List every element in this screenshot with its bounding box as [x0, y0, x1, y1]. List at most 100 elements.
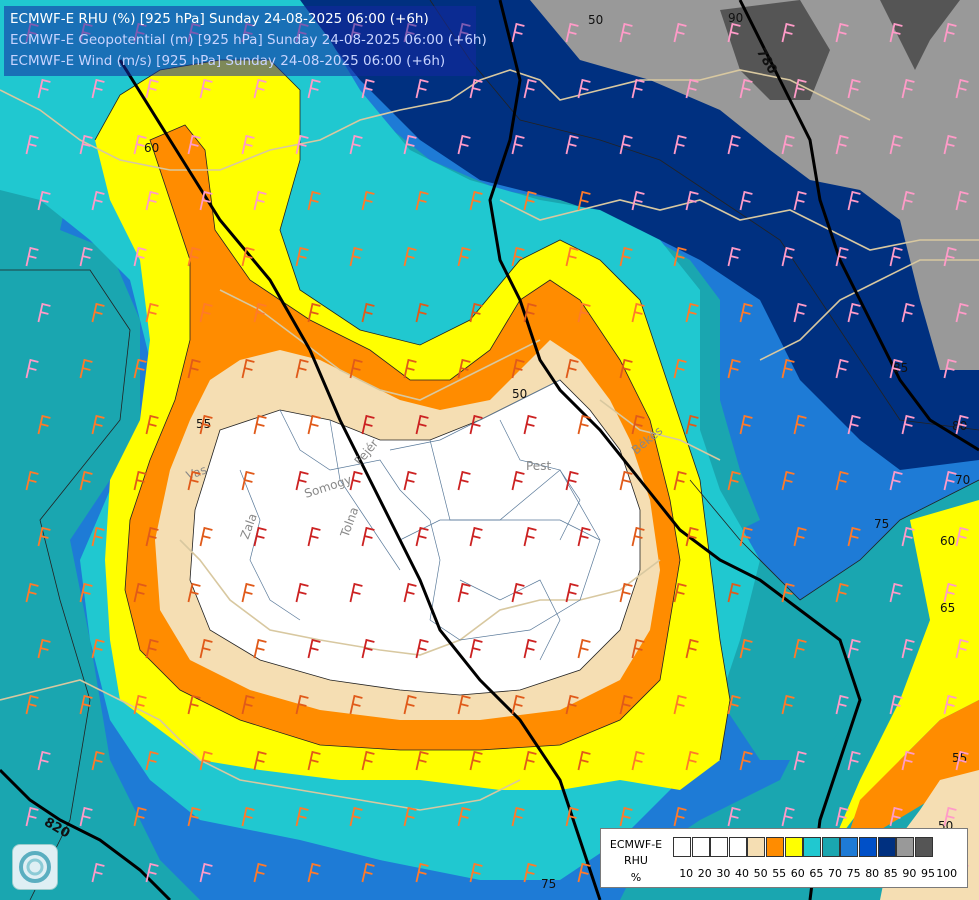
legend-swatch [673, 837, 691, 857]
logo-icon [19, 851, 51, 883]
legend-tick: 90 [902, 867, 917, 880]
wind-barb [37, 638, 51, 659]
rhu-95-band [530, 0, 979, 370]
wind-barb [511, 806, 525, 827]
wind-barb [781, 246, 795, 267]
wind-barb [685, 414, 699, 435]
wind-barb [619, 470, 633, 491]
wind-barb [781, 134, 795, 155]
wind-barb [469, 526, 483, 547]
wind-barb [25, 470, 39, 491]
legend-swatch [896, 837, 915, 857]
wind-barb [295, 694, 309, 715]
wind-barb [145, 190, 159, 211]
logo [12, 844, 58, 890]
wind-barb [349, 582, 363, 603]
wind-barb [295, 806, 309, 827]
county-lines [239, 379, 601, 661]
wind-barb [835, 22, 849, 43]
wind-barb [943, 22, 957, 43]
wind-barb [565, 470, 579, 491]
legend-swatch [747, 837, 766, 857]
wind-barb [415, 862, 429, 883]
wind-barb [469, 750, 483, 771]
wind-barb [955, 750, 969, 771]
wind-barb [37, 414, 51, 435]
title-wind: ECMWF-E Wind (m/s) [925 hPa] Sunday 24-0… [10, 53, 446, 69]
wind-barb [457, 694, 471, 715]
legend-tick: 10 [679, 867, 694, 880]
legend-swatch [728, 837, 747, 857]
rhu-60-band-right [830, 500, 979, 850]
wind-barb [253, 302, 267, 323]
wind-barb [727, 806, 741, 827]
wind-barb [511, 246, 525, 267]
wind-barb [943, 358, 957, 379]
wind-barb [349, 694, 363, 715]
contour-label: 70 [955, 473, 970, 487]
wind-barb [241, 470, 255, 491]
wind-barb [145, 526, 159, 547]
wind-barb [889, 806, 903, 827]
wind-barb [793, 302, 807, 323]
wind-barb [457, 134, 471, 155]
wind-barb [199, 190, 213, 211]
wind-barb [307, 190, 321, 211]
wind-barb [577, 414, 591, 435]
wind-barb [511, 22, 525, 43]
wind-barb [133, 134, 147, 155]
wind-barb [781, 582, 795, 603]
wind-barb [187, 470, 201, 491]
wind-barb [307, 78, 321, 99]
wind-barb [295, 134, 309, 155]
contour-label: 50 [512, 387, 527, 401]
wind-barb [253, 638, 267, 659]
wind-barb [631, 414, 645, 435]
wind-barb [349, 358, 363, 379]
wind-barb [133, 582, 147, 603]
wind-barb [403, 582, 417, 603]
wind-barb [253, 78, 267, 99]
wind-barb [901, 750, 915, 771]
legend-tick: 95 [921, 867, 935, 880]
legend-swatches [673, 837, 933, 857]
wind-barb [835, 582, 849, 603]
wind-barb [577, 190, 591, 211]
wind-barb [793, 78, 807, 99]
wind-barb [847, 190, 861, 211]
rhu-100-band-2 [880, 0, 960, 70]
wind-barb [457, 582, 471, 603]
wind-barb [79, 694, 93, 715]
wind-barb [577, 78, 591, 99]
wind-barb [685, 190, 699, 211]
wind-barb [415, 638, 429, 659]
legend-tick: 60 [790, 867, 805, 880]
wind-barb [619, 22, 633, 43]
wind-barb [187, 582, 201, 603]
wind-barb [415, 190, 429, 211]
wind-barb [727, 22, 741, 43]
wind-barb [673, 694, 687, 715]
wind-barb [739, 414, 753, 435]
wind-barb [739, 638, 753, 659]
legend-tick: 50 [753, 867, 768, 880]
contour-label: 85 [893, 361, 908, 375]
wind-barb [415, 302, 429, 323]
wind-barb [739, 302, 753, 323]
wind-barb [91, 750, 105, 771]
wind-barb [793, 526, 807, 547]
wind-barb [79, 470, 93, 491]
wind-barb [469, 638, 483, 659]
wind-barb [673, 358, 687, 379]
wind-barb [295, 246, 309, 267]
wind-barb [631, 302, 645, 323]
wind-barb [793, 190, 807, 211]
wind-barb [889, 358, 903, 379]
rhu-40-band [190, 380, 640, 695]
wind-barb [511, 694, 525, 715]
wind-barb [781, 22, 795, 43]
wind-barb [835, 358, 849, 379]
wind-barb [673, 470, 687, 491]
wind-barb [91, 302, 105, 323]
wind-barb [25, 806, 39, 827]
